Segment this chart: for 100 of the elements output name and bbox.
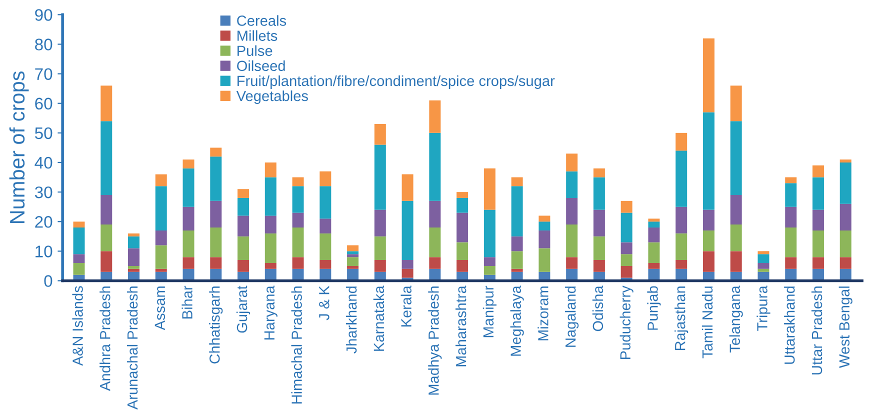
bar [456,192,468,198]
bar [402,174,414,201]
bar [73,228,85,254]
bar [374,124,386,145]
bar [264,233,276,263]
x-tick-label: Uttarakhand [784,286,795,364]
bar [292,228,304,258]
bar [374,260,386,272]
bar [840,160,852,162]
y-tick-label: 10 [36,246,52,258]
bar [785,183,797,207]
bar [648,228,660,242]
bar [840,230,852,258]
x-tick-label: Bihar [182,286,192,318]
bar [429,132,441,201]
bar [155,174,167,186]
bar [429,200,441,228]
x-tick-label: Telangana [729,286,743,353]
x-tick-label: Tamil Nadu [702,286,713,358]
y-tick-label: 90 [35,9,52,21]
bar [73,254,85,263]
bar [73,262,85,275]
y-tick-label: 30 [34,186,52,198]
bar [100,195,112,225]
bar [182,160,194,168]
bar [620,242,632,254]
bar [264,262,276,269]
bar [730,121,742,195]
bar [812,257,824,269]
bar [238,216,250,236]
legend-label: Millets [238,30,278,41]
bar [429,100,441,133]
bar [347,257,359,266]
x-tick-label: Jharkhand [346,286,357,354]
bar [620,200,632,213]
bar [484,210,496,258]
bar [320,186,332,219]
bar [484,168,496,210]
y-tick-label: 70 [35,68,52,80]
bar [620,266,632,278]
bar [538,222,550,230]
bar [264,177,276,216]
bar [264,162,276,178]
bar [758,251,770,254]
bar [676,260,688,269]
bar [511,251,523,269]
bar [374,210,386,236]
bar [182,168,194,207]
bar [210,228,222,258]
bar [128,268,140,272]
bar [210,200,222,228]
bar [593,210,605,236]
bar [155,268,167,272]
bar [73,222,85,228]
bar [648,222,660,228]
bar [292,212,304,228]
x-tick-label: J & K [319,286,330,320]
bar [785,228,797,258]
x-tick-label: Andhra Pradesh [100,286,110,391]
bar [320,171,332,186]
bar [566,257,578,269]
bar [702,251,714,272]
x-tick-label: Nagaland [565,286,579,347]
bar [320,260,332,269]
bar [511,236,523,252]
bar [484,266,496,275]
bar [511,268,523,272]
x-tick-label: Karnataka [373,286,384,351]
bar [402,260,414,269]
bar [785,177,797,184]
bar [620,254,632,266]
bar [702,38,714,112]
x-tick-label: Manipur [482,286,496,338]
bar [702,230,714,252]
bar [538,216,550,222]
bar [320,218,332,234]
legend-label: Oilseed [237,60,285,72]
y-tick-label: 50 [34,127,52,140]
bar [812,165,824,178]
bar [676,132,688,151]
bar [566,154,578,172]
bar [676,233,688,260]
legend-label: Cereals [237,15,286,26]
bar [758,268,770,272]
bar [347,251,359,254]
bar [840,257,852,269]
bar [566,198,578,225]
bar [538,230,550,248]
bar [292,186,304,213]
bar [456,242,468,260]
x-tick-label: A&N Islands [72,286,83,366]
bar [511,186,523,236]
bar [320,233,332,260]
bar [100,86,112,122]
bar [374,236,386,260]
bar [676,206,688,234]
bar [593,177,605,210]
bar [155,245,167,269]
x-tick-label: Himachal Pradesh [291,286,302,404]
bar [785,257,797,269]
